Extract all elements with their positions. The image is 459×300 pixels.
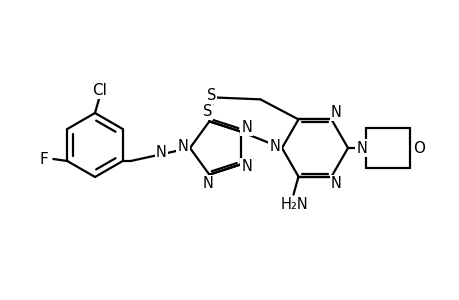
Text: N: N xyxy=(241,159,252,174)
Text: N: N xyxy=(330,105,341,120)
Text: S: S xyxy=(202,104,212,119)
Text: N: N xyxy=(269,139,280,154)
Text: Cl: Cl xyxy=(92,82,107,98)
Text: N: N xyxy=(156,145,167,160)
Text: N: N xyxy=(177,139,188,154)
Text: S: S xyxy=(206,88,216,103)
Text: F: F xyxy=(40,152,49,166)
Text: O: O xyxy=(412,140,424,155)
Text: N: N xyxy=(241,120,252,135)
Text: N: N xyxy=(202,176,213,191)
Text: N: N xyxy=(356,140,367,155)
Text: H₂N: H₂N xyxy=(280,197,308,212)
Text: N: N xyxy=(330,176,341,191)
